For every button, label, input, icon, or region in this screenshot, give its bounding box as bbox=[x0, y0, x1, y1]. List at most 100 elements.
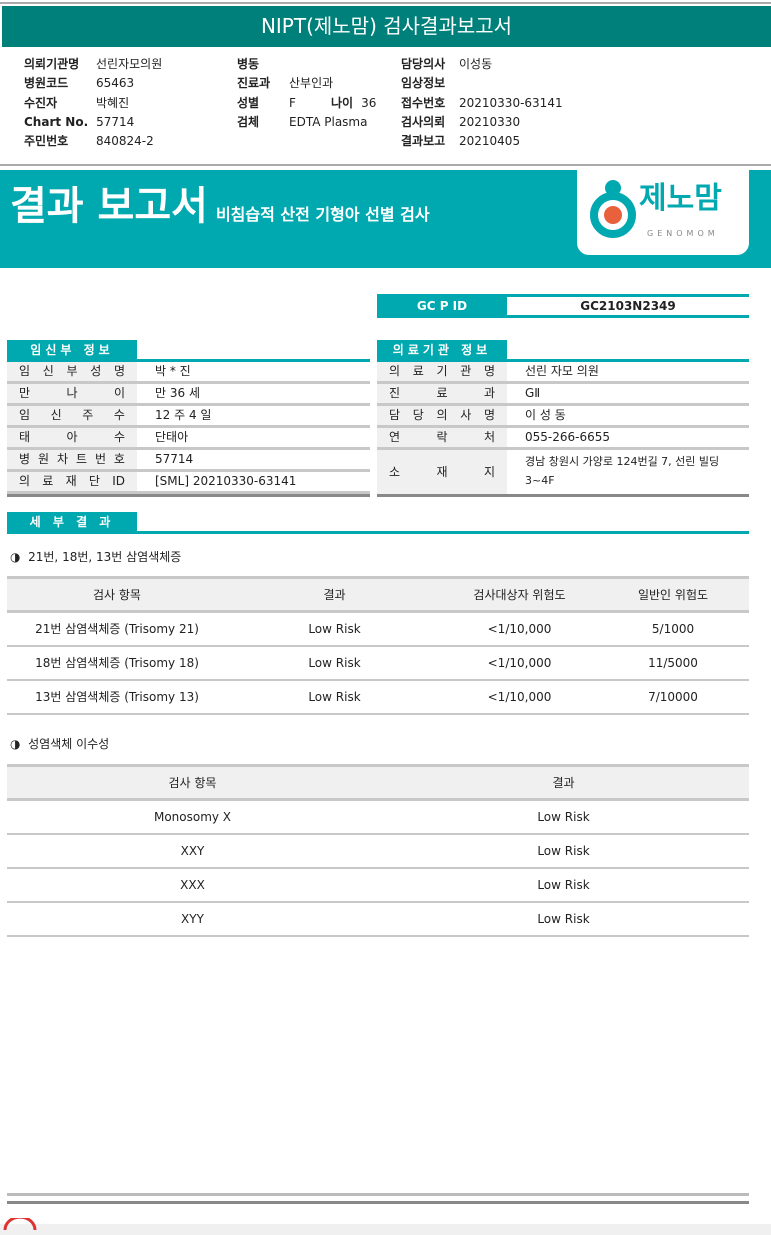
table-cell: 21번 삼염색체증 (Trisomy 21) bbox=[7, 611, 227, 647]
info-row: 의 료 재 단 ID [SML] 20210330-63141 bbox=[7, 472, 370, 494]
label-char: 명 bbox=[483, 364, 495, 378]
header-label: 접수번호 bbox=[401, 95, 446, 110]
label-char: 차 bbox=[56, 452, 69, 466]
header-value: 20210405 bbox=[459, 134, 521, 149]
header-column: 담당의사 이성동 임상정보 접수번호 20210330-63141 검사의뢰 2021033… bbox=[401, 56, 701, 152]
info-row: 진 료 과 GⅡ bbox=[377, 384, 749, 406]
red-arc-icon bbox=[3, 1218, 37, 1230]
info-value: 경남 창원시 가양로 124번길 7, 선린 빌딩 3~4F bbox=[525, 455, 720, 487]
trisomy-table: 검사 항목 결과 검사대상자 위험도 일반인 위험도 21번 삼염색체증 (Trisom… bbox=[7, 576, 749, 715]
info-value: 만 36 세 bbox=[155, 386, 200, 400]
label-char: 지 bbox=[483, 464, 495, 479]
report-title: NIPT(제노맘) 검사결과보고서 bbox=[2, 6, 771, 47]
info-row: 연 락 처 055-266-6655 bbox=[377, 428, 749, 450]
header-label: 결과보고 bbox=[401, 134, 446, 149]
label-char: 병 bbox=[19, 452, 31, 466]
label-char: 재 bbox=[436, 464, 448, 479]
table-cell: 13번 삼염색체증 (Trisomy 13) bbox=[7, 679, 227, 715]
column-header: 검사대상자 위험도 bbox=[442, 576, 597, 613]
info-value: 선린 자모 의원 bbox=[525, 364, 599, 378]
header-label: Chart No. bbox=[24, 114, 89, 129]
header-value: EDTA Plasma bbox=[289, 114, 368, 129]
table-cell: Low Risk bbox=[378, 901, 749, 937]
detail-results-header: 세 부 결 과 bbox=[7, 512, 749, 534]
institution-info-title: 의료기관 정보 bbox=[377, 340, 507, 359]
label-char: 부 bbox=[66, 364, 78, 378]
column-header: 일반인 위험도 bbox=[597, 576, 749, 613]
info-label: 의 료 재 단 ID bbox=[7, 472, 137, 491]
label-char: 사 bbox=[460, 408, 472, 422]
column-header: 결과 bbox=[378, 764, 749, 801]
table-cell: Low Risk bbox=[378, 867, 749, 903]
header-row: 병원코드 65463 bbox=[24, 75, 229, 94]
footer-rule bbox=[7, 1193, 749, 1196]
info-value: [SML] 20210330-63141 bbox=[155, 474, 297, 488]
label-char: 나 bbox=[66, 386, 78, 400]
table-cell: XXX bbox=[7, 867, 378, 903]
footer-rule bbox=[7, 1201, 749, 1204]
label-char: 명 bbox=[483, 408, 495, 422]
label-char: 의 bbox=[436, 408, 448, 422]
top-rule bbox=[0, 2, 771, 4]
label-char: 료 bbox=[436, 386, 448, 400]
label-char: 진 bbox=[389, 386, 401, 400]
header-value: 이성동 bbox=[459, 57, 493, 71]
table-cell: 18번 삼염색체증 (Trisomy 18) bbox=[7, 645, 227, 681]
label-char: 성 bbox=[90, 364, 102, 378]
table-cell: Monosomy X bbox=[7, 799, 378, 835]
header-label: 병원코드 bbox=[24, 76, 69, 91]
header-label: 담당의사 bbox=[401, 57, 446, 71]
label-char: 단 bbox=[88, 474, 100, 488]
logo-mother-icon bbox=[590, 180, 636, 238]
header-row: 검체 EDTA Plasma bbox=[237, 114, 395, 133]
label-char: 트 bbox=[75, 452, 87, 466]
label-char: 수 bbox=[113, 408, 125, 422]
info-value: 12 주 4 일 bbox=[155, 408, 212, 422]
info-value: 박 * 진 bbox=[155, 364, 191, 378]
label-char: 의 bbox=[389, 364, 401, 378]
table-cell: 5/1000 bbox=[597, 611, 749, 647]
table-cell: 7/10000 bbox=[597, 679, 749, 715]
header-label: 수진자 bbox=[24, 95, 58, 110]
column-header: 검사 항목 bbox=[7, 576, 227, 613]
section2-title-text: 성염색체 이수성 bbox=[28, 737, 110, 751]
section2-title: ◑ 성염색체 이수성 bbox=[10, 735, 109, 752]
column-header: 결과 bbox=[227, 576, 442, 613]
header-row: Chart No. 57714 bbox=[24, 114, 229, 133]
header-value: 57714 bbox=[96, 114, 135, 129]
divider bbox=[0, 164, 771, 166]
info-row: 병 원 차 트 번 호 57714 bbox=[7, 450, 370, 472]
label-char: 처 bbox=[483, 430, 495, 444]
label-char: 주 bbox=[82, 408, 94, 422]
table-cell: Low Risk bbox=[378, 799, 749, 835]
table-row: XYY Low Risk bbox=[7, 901, 749, 937]
label-char: 재 bbox=[65, 474, 77, 488]
header-label: 검사의뢰 bbox=[401, 114, 446, 129]
header-row: 임상정보 bbox=[401, 75, 701, 94]
header-value: 선린자모의원 bbox=[96, 57, 163, 71]
info-value: GⅡ bbox=[525, 386, 541, 400]
header-row: 담당의사 이성동 bbox=[401, 56, 701, 75]
label-char: 호 bbox=[113, 452, 125, 466]
label-char: 임 bbox=[19, 364, 31, 378]
pregnant-info-title: 임신부 정보 bbox=[7, 340, 137, 359]
label-char: 관 bbox=[460, 364, 472, 378]
label-char: 기 bbox=[436, 364, 448, 378]
label-char: 료 bbox=[42, 474, 54, 488]
label-char: 의 bbox=[19, 474, 31, 488]
table-row: 21번 삼염색체증 (Trisomy 21) Low Risk <1/10,000 5… bbox=[7, 611, 749, 647]
header-label: 나이 bbox=[331, 95, 354, 110]
table-cell: 11/5000 bbox=[597, 645, 749, 681]
header-label: 주민번호 bbox=[24, 134, 69, 149]
banner-subtitle: 비침습적 산전 기형아 선별 검사 bbox=[215, 205, 430, 224]
header-row: 수진자 박혜진 bbox=[24, 95, 229, 114]
header-row: 진료과 산부인과 bbox=[237, 75, 395, 94]
table-cell: XYY bbox=[7, 901, 378, 937]
label-char: 만 bbox=[19, 386, 31, 400]
label-char: 명 bbox=[113, 364, 125, 378]
